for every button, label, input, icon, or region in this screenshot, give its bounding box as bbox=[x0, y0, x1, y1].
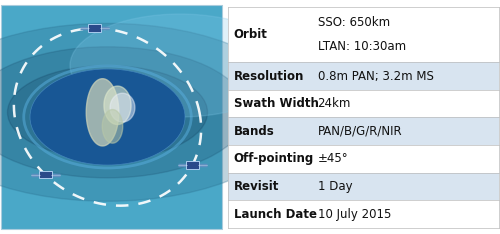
Polygon shape bbox=[110, 93, 135, 122]
Text: LTAN: 10:30am: LTAN: 10:30am bbox=[318, 40, 406, 53]
Text: Orbit: Orbit bbox=[234, 28, 268, 41]
Text: Resolution: Resolution bbox=[234, 69, 304, 83]
FancyBboxPatch shape bbox=[228, 7, 499, 228]
Text: Revisit: Revisit bbox=[234, 180, 279, 193]
Text: 24km: 24km bbox=[318, 97, 351, 110]
Polygon shape bbox=[104, 86, 131, 124]
FancyBboxPatch shape bbox=[38, 171, 52, 179]
Polygon shape bbox=[102, 110, 122, 143]
Text: PAN/B/G/R/NIR: PAN/B/G/R/NIR bbox=[318, 125, 402, 138]
FancyBboxPatch shape bbox=[186, 161, 199, 169]
FancyBboxPatch shape bbox=[1, 5, 222, 229]
Text: Off-pointing: Off-pointing bbox=[234, 152, 314, 165]
FancyBboxPatch shape bbox=[228, 173, 499, 200]
Text: 0.8m PAN; 3.2m MS: 0.8m PAN; 3.2m MS bbox=[318, 69, 434, 83]
Ellipse shape bbox=[30, 69, 185, 165]
Circle shape bbox=[70, 14, 290, 117]
Polygon shape bbox=[86, 79, 119, 146]
Text: SSO: 650km: SSO: 650km bbox=[318, 16, 390, 29]
Circle shape bbox=[0, 47, 248, 178]
Ellipse shape bbox=[30, 69, 185, 165]
FancyBboxPatch shape bbox=[228, 62, 499, 90]
FancyBboxPatch shape bbox=[228, 117, 499, 145]
FancyBboxPatch shape bbox=[88, 24, 101, 32]
Text: ±45°: ±45° bbox=[318, 152, 348, 165]
Circle shape bbox=[8, 66, 207, 159]
Text: Launch Date: Launch Date bbox=[234, 208, 316, 221]
Text: Swath Width: Swath Width bbox=[234, 97, 318, 110]
Text: Bands: Bands bbox=[234, 125, 274, 138]
Circle shape bbox=[0, 23, 298, 201]
Text: 1 Day: 1 Day bbox=[318, 180, 352, 193]
Text: 10 July 2015: 10 July 2015 bbox=[318, 208, 391, 221]
